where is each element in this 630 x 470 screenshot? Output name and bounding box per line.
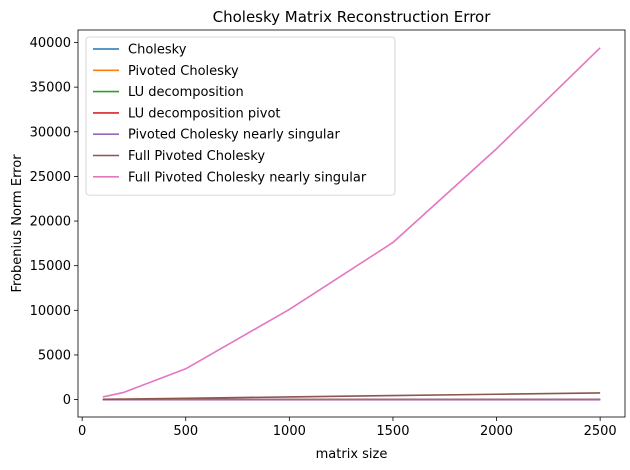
plot-frame <box>77 29 626 418</box>
legend-label: LU decomposition pivot <box>128 106 281 121</box>
y-tick-label: 15000 <box>30 259 71 274</box>
x-tick-label: 0 <box>78 424 86 439</box>
x-tick-label: 2500 <box>584 424 617 439</box>
x-tick-label: 2000 <box>480 424 513 439</box>
plot-area <box>102 47 601 401</box>
y-tick-label: 5000 <box>38 348 71 363</box>
legend-label: Full Pivoted Cholesky <box>128 149 265 164</box>
y-tick-label: 40000 <box>30 36 71 51</box>
legend-label: Full Pivoted Cholesky nearly singular <box>128 170 367 185</box>
series-line <box>102 392 601 401</box>
y-tick-label: 35000 <box>30 81 71 96</box>
chart-title: Cholesky Matrix Reconstruction Error <box>213 8 492 26</box>
legend-label: Pivoted Cholesky <box>128 64 239 79</box>
legend-label: LU decomposition <box>128 85 244 100</box>
y-tick-label: 25000 <box>30 170 71 185</box>
legend-box <box>85 36 396 196</box>
axis-ticks: 0 500 1000 1500 2000 250005000100001500020000… <box>30 36 617 439</box>
y-tick-label: 0 <box>63 393 71 408</box>
x-tick-label: 1000 <box>273 424 306 439</box>
x-tick-label: 500 <box>173 424 198 439</box>
y-tick-label: 20000 <box>30 215 71 230</box>
x-tick-label: 1500 <box>376 424 409 439</box>
y-axis-label: Frobenius Norm Error <box>10 154 25 293</box>
legend: Cholesky Pivoted Cholesky LU decomposition… <box>85 36 396 196</box>
legend-label: Pivoted Cholesky nearly singular <box>128 128 341 143</box>
y-tick-label: 30000 <box>30 125 71 140</box>
series-line <box>102 47 601 398</box>
x-axis-label: matrix size <box>316 447 388 462</box>
legend-label: Cholesky <box>128 43 187 58</box>
y-tick-label: 10000 <box>30 304 71 319</box>
